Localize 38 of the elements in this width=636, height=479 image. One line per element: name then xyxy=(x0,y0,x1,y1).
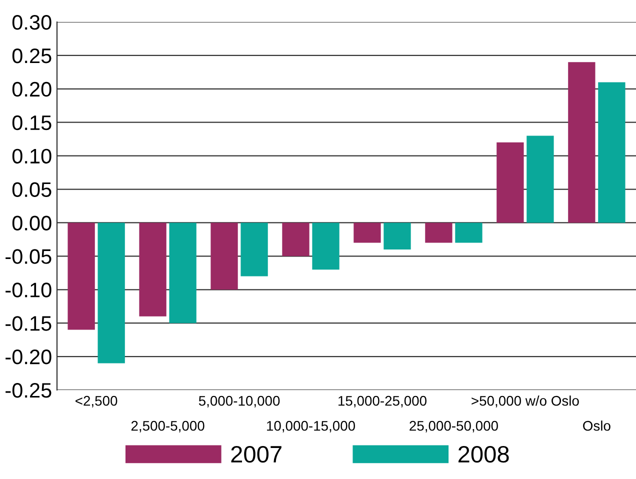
bar xyxy=(496,142,524,223)
bar xyxy=(354,222,381,243)
y-tick-label: 0.25 xyxy=(12,48,52,64)
bar xyxy=(568,62,596,223)
y-tick-label: 0.30 xyxy=(12,15,52,30)
bar xyxy=(139,222,166,316)
bar xyxy=(425,222,452,243)
bar xyxy=(68,222,95,330)
bar xyxy=(98,222,125,364)
bar xyxy=(455,222,482,243)
y-tick-label: 0.10 xyxy=(12,148,52,164)
y-tick-label: -0.05 xyxy=(6,249,52,264)
bar xyxy=(312,222,340,270)
x-tick-label: 2,500-5,000 xyxy=(131,420,204,432)
bar xyxy=(282,222,310,256)
x-tick-label: 25,000-50,000 xyxy=(410,420,498,432)
x-tick-label: 10,000-15,000 xyxy=(267,420,356,432)
y-tick-label: -0.15 xyxy=(6,316,52,331)
bar xyxy=(169,222,196,324)
y-tick-label: 0.20 xyxy=(12,82,52,97)
y-tick-label: -0.20 xyxy=(6,350,52,364)
bar xyxy=(210,222,238,290)
y-tick-label: 0.15 xyxy=(12,115,52,130)
x-tick-label: >50,000 w/o Oslo xyxy=(472,396,579,408)
y-tick-label: -0.10 xyxy=(6,282,52,298)
y-tick-label: -0.25 xyxy=(6,383,52,398)
legend-label: 2007 xyxy=(231,446,282,463)
bar xyxy=(526,136,554,223)
x-tick-label: 15,000-25,000 xyxy=(338,396,426,408)
x-tick-label: 5,000-10,000 xyxy=(198,396,280,408)
bar xyxy=(240,222,268,276)
y-tick-label: 0.05 xyxy=(12,182,52,198)
bar xyxy=(598,82,626,223)
y-tick-label: 0.00 xyxy=(12,216,52,230)
x-tick-label: Oslo xyxy=(583,420,610,431)
legend-label: 2008 xyxy=(458,446,509,463)
x-tick-label: <2,500 xyxy=(76,396,118,408)
bar xyxy=(384,222,411,250)
